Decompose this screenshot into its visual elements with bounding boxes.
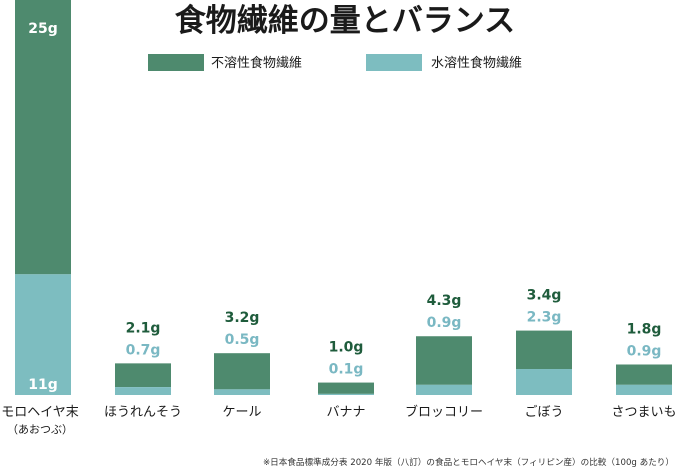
- value-label-soluble-5: 2.3g: [527, 310, 562, 326]
- bar-soluble-1: [115, 387, 171, 395]
- category-labels: モロヘイヤ末 （あおつぶ） ほうれんそう ケール バナナ ブロッコリー ごぼう さつまいも: [1, 404, 676, 436]
- value-label-insoluble-1: 2.1g: [126, 320, 161, 336]
- bar-insoluble-3: [318, 382, 374, 394]
- footnote: ※日本食品標準成分表 2020 年版（八訂）の食品とモロヘイヤ末（フィリピン産）…: [263, 456, 674, 468]
- value-label-insoluble-0: 25g: [28, 21, 58, 37]
- category-label-2: ケール: [222, 405, 261, 420]
- value-label-soluble-3: 0.1g: [329, 362, 364, 378]
- value-label-soluble-1: 0.7g: [126, 342, 161, 358]
- bar-soluble-0: [15, 274, 71, 395]
- legend-label-insoluble: 不溶性食物繊維: [211, 55, 302, 71]
- value-label-soluble-0: 11g: [28, 377, 58, 393]
- category-label-3: バナナ: [326, 405, 365, 420]
- legend-label-soluble: 水溶性食物繊維: [431, 55, 522, 71]
- category-label-4: ブロッコリー: [405, 404, 483, 420]
- category-sublabel-0: （あおつぶ）: [7, 423, 73, 436]
- value-label-soluble-6: 0.9g: [627, 343, 662, 359]
- bar-insoluble-6: [616, 364, 672, 385]
- value-label-insoluble-5: 3.4g: [527, 288, 562, 304]
- value-label-soluble-4: 0.9g: [427, 315, 462, 331]
- bar-soluble-4: [416, 384, 472, 395]
- chart-title: 食物繊維の量とバランス: [175, 3, 515, 39]
- legend-swatch-insoluble: [148, 54, 204, 71]
- value-label-insoluble-6: 1.8g: [627, 321, 662, 337]
- legend-swatch-soluble: [366, 54, 422, 71]
- value-label-insoluble-4: 4.3g: [427, 293, 462, 309]
- category-label-0: モロヘイヤ末: [1, 405, 79, 420]
- category-label-6: さつまいも: [611, 405, 676, 420]
- bar-insoluble-4: [416, 336, 472, 385]
- bar-insoluble-5: [516, 330, 572, 370]
- bar-insoluble-1: [115, 363, 171, 388]
- bar-soluble-5: [516, 369, 572, 395]
- value-label-insoluble-2: 3.2g: [225, 310, 260, 326]
- value-label-insoluble-3: 1.0g: [329, 340, 364, 356]
- value-labels: 25g 11g 2.1g 0.7g 3.2g 0.5g 1.0g 0.1g 4.3g 0.9g 3.…: [28, 21, 661, 393]
- legend: 不溶性食物繊維 水溶性食物繊維: [148, 54, 522, 71]
- bar-soluble-3: [318, 393, 374, 395]
- bar-insoluble-2: [214, 353, 270, 390]
- bar-insoluble-0: [15, 0, 71, 275]
- bars: [15, 0, 672, 395]
- bar-soluble-6: [616, 384, 672, 395]
- category-label-5: ごぼう: [524, 404, 563, 420]
- category-label-1: ほうれんそう: [104, 405, 182, 420]
- value-label-soluble-2: 0.5g: [225, 332, 260, 348]
- bar-soluble-2: [214, 389, 270, 395]
